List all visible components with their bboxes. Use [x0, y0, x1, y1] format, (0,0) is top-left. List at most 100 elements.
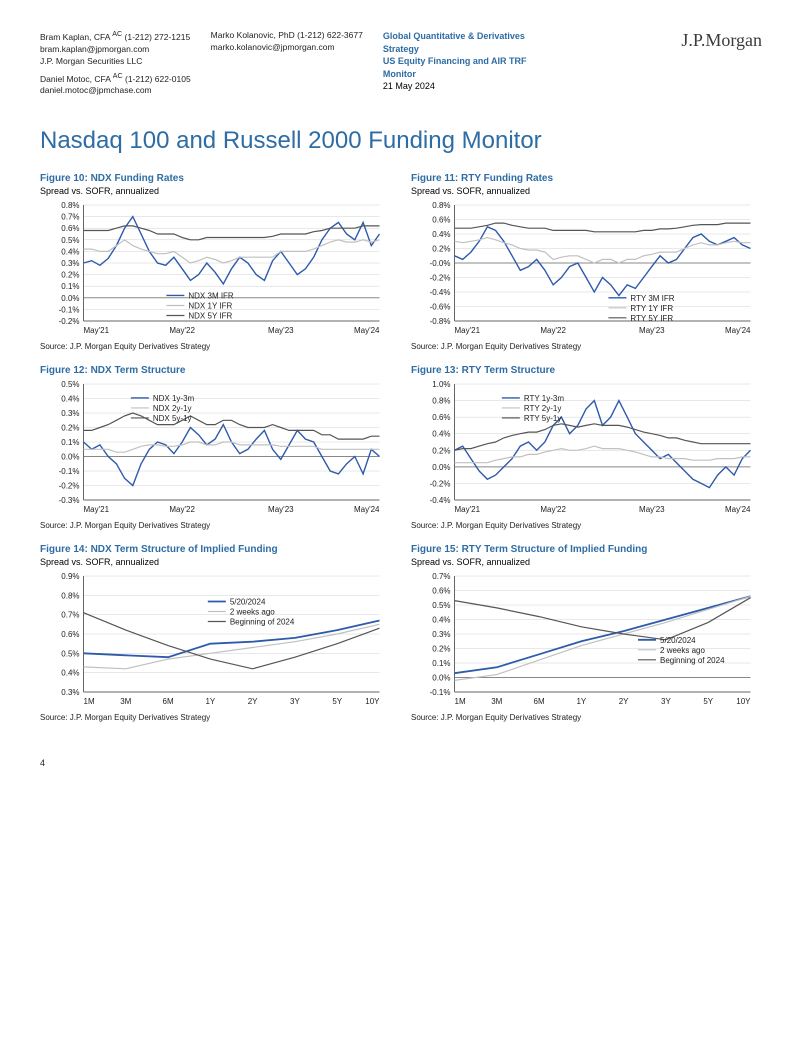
authors-block: Bram Kaplan, CFA AC (1-212) 272-1215 bra… [40, 30, 681, 97]
svg-text:RTY 3M IFR: RTY 3M IFR [630, 294, 674, 303]
svg-text:2 weeks ago: 2 weeks ago [230, 608, 275, 617]
svg-text:5Y: 5Y [332, 697, 342, 706]
figure-title: Figure 13: RTY Term Structure [411, 365, 762, 376]
figure-title: Figure 15: RTY Term Structure of Implied… [411, 544, 762, 555]
svg-text:0.4%: 0.4% [432, 230, 450, 239]
svg-text:0.2%: 0.2% [61, 424, 79, 433]
svg-text:0.3%: 0.3% [61, 259, 79, 268]
svg-text:0.6%: 0.6% [61, 224, 79, 233]
source-line: Source: J.P. Morgan Equity Derivatives S… [40, 713, 391, 722]
svg-text:Beginning of 2024: Beginning of 2024 [660, 656, 725, 665]
author-email: daniel.motoc@jpmchase.com [40, 85, 152, 95]
chart-f10: Figure 10: NDX Funding RatesSpread vs. S… [40, 173, 391, 357]
svg-text:RTY 1y-3m: RTY 1y-3m [524, 394, 564, 403]
svg-text:0.4%: 0.4% [432, 616, 450, 625]
svg-text:May'22: May'22 [540, 505, 566, 514]
svg-text:0.4%: 0.4% [432, 430, 450, 439]
figure-subtitle: Spread vs. SOFR, annualized [40, 557, 391, 567]
svg-text:10Y: 10Y [736, 697, 751, 706]
author-phone: (1-212) 622-0105 [125, 73, 191, 83]
page-header: Bram Kaplan, CFA AC (1-212) 272-1215 bra… [40, 30, 762, 97]
svg-text:1M: 1M [84, 697, 95, 706]
source-line: Source: J.P. Morgan Equity Derivatives S… [40, 342, 391, 351]
chart-svg: -0.1%0.0%0.1%0.2%0.3%0.4%0.5%0.6%0.7%1M3… [411, 570, 762, 710]
svg-text:3Y: 3Y [661, 697, 671, 706]
svg-text:NDX 2y-1y: NDX 2y-1y [153, 404, 192, 413]
dept-block: Global Quantitative & Derivatives Strate… [383, 30, 538, 97]
svg-text:3M: 3M [120, 697, 131, 706]
chart-f14: Figure 14: NDX Term Structure of Implied… [40, 544, 391, 728]
author-name: Daniel Motoc, CFA [40, 73, 110, 83]
svg-text:0.1%: 0.1% [432, 659, 450, 668]
chart-f13: Figure 13: RTY Term Structure-0.4%-0.2%0… [411, 365, 762, 536]
svg-text:-0.1%: -0.1% [430, 688, 451, 697]
svg-text:May'22: May'22 [169, 326, 195, 335]
source-line: Source: J.P. Morgan Equity Derivatives S… [40, 521, 391, 530]
svg-text:-0.2%: -0.2% [430, 274, 451, 283]
svg-text:0.8%: 0.8% [432, 201, 450, 210]
svg-text:-0.1%: -0.1% [59, 306, 80, 315]
chart-svg: -0.2%-0.1%0.0%0.1%0.2%0.3%0.4%0.5%0.6%0.… [40, 199, 391, 339]
svg-text:May'21: May'21 [455, 326, 481, 335]
source-line: Source: J.P. Morgan Equity Derivatives S… [411, 713, 762, 722]
svg-text:0.2%: 0.2% [61, 271, 79, 280]
svg-text:0.3%: 0.3% [61, 688, 79, 697]
svg-text:2Y: 2Y [619, 697, 629, 706]
author-org: J.P. Morgan Securities LLC [40, 56, 142, 66]
svg-text:-0.4%: -0.4% [430, 496, 451, 505]
svg-text:0.8%: 0.8% [61, 591, 79, 600]
svg-text:0.5%: 0.5% [61, 380, 79, 389]
svg-text:May'24: May'24 [354, 505, 380, 514]
chart-f12: Figure 12: NDX Term Structure-0.3%-0.2%-… [40, 365, 391, 536]
svg-text:1M: 1M [455, 697, 466, 706]
svg-text:0.9%: 0.9% [61, 572, 79, 581]
svg-text:0.5%: 0.5% [61, 236, 79, 245]
svg-text:May'23: May'23 [268, 326, 294, 335]
svg-text:-0.8%: -0.8% [430, 317, 451, 326]
svg-text:NDX 5Y IFR: NDX 5Y IFR [188, 312, 232, 321]
svg-text:0.4%: 0.4% [61, 248, 79, 257]
svg-text:0.7%: 0.7% [432, 572, 450, 581]
svg-text:May'24: May'24 [725, 326, 751, 335]
svg-text:3Y: 3Y [290, 697, 300, 706]
svg-text:May'21: May'21 [84, 326, 110, 335]
svg-text:0.7%: 0.7% [61, 611, 79, 620]
figure-subtitle: Spread vs. SOFR, annualized [411, 557, 762, 567]
svg-text:0.1%: 0.1% [61, 438, 79, 447]
source-line: Source: J.P. Morgan Equity Derivatives S… [411, 521, 762, 530]
chart-svg: 0.3%0.4%0.5%0.6%0.7%0.8%0.9%1M3M6M1Y2Y3Y… [40, 570, 391, 710]
svg-text:May'23: May'23 [639, 326, 665, 335]
svg-text:RTY 5y-1y: RTY 5y-1y [524, 414, 562, 423]
author-email: bram.kaplan@jpmorgan.com [40, 44, 149, 54]
figure-title: Figure 11: RTY Funding Rates [411, 173, 762, 184]
svg-text:RTY 1Y IFR: RTY 1Y IFR [630, 304, 673, 313]
svg-text:0.5%: 0.5% [432, 601, 450, 610]
svg-text:1Y: 1Y [576, 697, 586, 706]
svg-text:0.2%: 0.2% [432, 645, 450, 654]
page-title: Nasdaq 100 and Russell 2000 Funding Moni… [40, 127, 762, 155]
author-2: Daniel Motoc, CFA AC (1-212) 622-0105 da… [40, 72, 191, 98]
chart-f11: Figure 11: RTY Funding RatesSpread vs. S… [411, 173, 762, 357]
svg-text:0.0%: 0.0% [432, 674, 450, 683]
svg-text:May'21: May'21 [84, 505, 110, 514]
authors-col-1: Bram Kaplan, CFA AC (1-212) 272-1215 bra… [40, 30, 191, 97]
author-super: AC [112, 30, 122, 38]
svg-text:May'24: May'24 [725, 505, 751, 514]
svg-text:-0.3%: -0.3% [59, 496, 80, 505]
jpmorgan-logo: J.P.Morgan [681, 30, 762, 97]
svg-text:0.0%: 0.0% [61, 453, 79, 462]
svg-text:2Y: 2Y [248, 697, 258, 706]
svg-text:6M: 6M [534, 697, 545, 706]
svg-text:RTY 2y-1y: RTY 2y-1y [524, 404, 562, 413]
svg-text:0.2%: 0.2% [432, 245, 450, 254]
svg-text:0.6%: 0.6% [61, 630, 79, 639]
svg-text:-0.2%: -0.2% [59, 482, 80, 491]
svg-text:5Y: 5Y [703, 697, 713, 706]
author-phone: (1-212) 272-1215 [125, 32, 191, 42]
svg-text:May'24: May'24 [354, 326, 380, 335]
svg-text:0.0%: 0.0% [432, 463, 450, 472]
author-phone: (1-212) 622-3677 [297, 30, 363, 40]
svg-text:1Y: 1Y [205, 697, 215, 706]
chart-svg: -0.3%-0.2%-0.1%0.0%0.1%0.2%0.3%0.4%0.5%M… [40, 378, 391, 518]
svg-text:-0.2%: -0.2% [59, 317, 80, 326]
